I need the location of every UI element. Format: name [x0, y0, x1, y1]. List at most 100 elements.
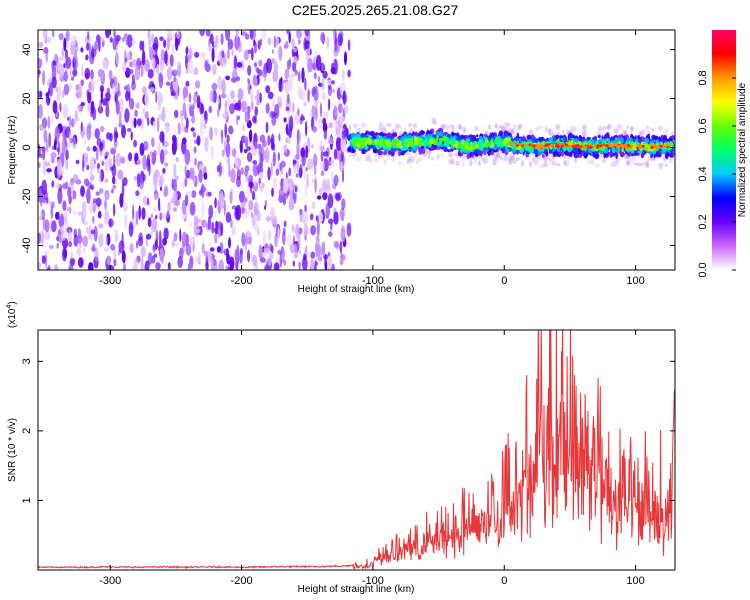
spectrogram-peak-cell	[582, 145, 586, 149]
spectrogram-noise-cell	[109, 38, 113, 43]
spectrogram-signal-cell	[372, 148, 379, 154]
spectrogram-noise-cell	[317, 75, 321, 84]
spectrogram-noise-cell	[320, 150, 324, 162]
spectrogram-noise-cell	[141, 255, 144, 270]
spectrogram-noise-cell	[198, 218, 202, 224]
spectrogram-noise-cell	[177, 256, 183, 268]
spectrogram-noise-cell	[164, 184, 168, 195]
spectrogram-noise-cell	[253, 62, 257, 67]
spectrogram-signal-cell	[509, 155, 515, 161]
spectrogram-peak-cell	[621, 146, 625, 149]
spectrogram-signal-cell	[503, 130, 509, 136]
spectrogram-noise-cell	[72, 174, 79, 184]
spectrogram-noise-cell	[42, 145, 46, 161]
spectrogram-noise-cell	[231, 148, 237, 158]
spectrogram-noise-cell	[48, 244, 55, 249]
spectrogram-noise-cell	[267, 257, 272, 266]
spectrogram-noise-cell	[201, 219, 207, 228]
spectrogram-noise-cell	[169, 32, 175, 38]
spectrogram-noise-cell	[267, 166, 271, 181]
spectrogram-noise-cell	[214, 233, 218, 244]
spectrogram-signal-cell	[447, 158, 452, 162]
colorbar-tick-label: 0.6	[697, 118, 709, 133]
spectrogram-peak-cell	[509, 142, 513, 145]
spectrogram-noise-cell	[90, 100, 95, 115]
spectrogram-noise-cell	[226, 48, 230, 60]
spectrogram-noise-cell	[48, 82, 54, 97]
spectrogram-noise-cell	[175, 175, 179, 181]
spectrogram-noise-cell	[160, 59, 164, 75]
colorbar-tick-label: 0.8	[697, 70, 709, 85]
spectrogram-noise-cell	[80, 185, 85, 197]
spectrogram-noise-cell	[95, 191, 100, 196]
spectrogram-peak-cell	[550, 143, 554, 147]
spectrogram-noise-cell	[304, 184, 307, 198]
spectrogram-noise-cell	[346, 222, 352, 237]
spectrogram-noise-cell	[270, 142, 276, 151]
spectrogram-noise-cell	[181, 241, 185, 254]
spectrogram-noise-cell	[114, 228, 119, 244]
spectrogram-noise-cell	[90, 229, 95, 235]
spectrogram-noise-cell	[113, 30, 116, 38]
spectrogram-peak-cell	[565, 143, 569, 147]
spectrogram-noise-cell	[273, 262, 280, 270]
spectrogram-noise-cell	[141, 207, 146, 220]
spectrogram-peak-cell	[589, 145, 593, 149]
spectrogram-noise-cell	[144, 260, 150, 270]
spectrogram-noise-cell	[143, 140, 149, 151]
spectrogram-signal-cell	[563, 136, 568, 143]
spectrogram-noise-cell	[63, 71, 68, 82]
spectrogram-noise-cell	[87, 91, 92, 104]
spectrogram-noise-cell	[86, 42, 90, 51]
spectrogram-noise-cell	[337, 103, 343, 114]
spectrogram-signal-cell	[548, 148, 554, 154]
spectrogram-signal-cell	[434, 138, 438, 146]
spectrogram-noise-cell	[313, 72, 317, 80]
spectrogram-noise-cell	[277, 227, 280, 242]
spectrogram-signal-cell	[594, 136, 597, 142]
spectrogram-signal-cell	[512, 134, 516, 138]
spectrogram-noise-cell	[254, 196, 258, 201]
spectrogram-noise-cell	[254, 77, 258, 87]
spectrogram-noise-cell	[339, 162, 345, 173]
spectrogram-signal-cell	[438, 137, 443, 144]
spectrogram-signal-cell	[637, 150, 643, 154]
spectrogram-noise-cell	[164, 162, 169, 167]
spectrogram-noise-cell	[99, 149, 102, 158]
spectrogram-noise-cell	[220, 129, 224, 145]
spectrogram-noise-cell	[332, 88, 335, 94]
spectrogram-signal-cell	[613, 128, 619, 135]
spectrogram-noise-cell	[40, 198, 43, 207]
spectrogram-noise-cell	[246, 146, 251, 151]
spectrogram-signal-cell	[428, 139, 434, 144]
spectrogram-noise-cell	[200, 122, 203, 138]
spectrogram-noise-cell	[225, 264, 228, 270]
spectrogram-noise-cell	[285, 106, 290, 111]
spectrogram-noise-cell	[228, 237, 231, 249]
spectrogram-noise-cell	[65, 56, 72, 69]
spectrogram-noise-cell	[200, 183, 205, 199]
snr-panel: -300 -200 -100 0 100 1 2 3 Height of straight …	[6, 301, 676, 595]
spectrogram-noise-cell	[283, 117, 287, 123]
spectrogram-noise-cell	[189, 167, 195, 180]
spectrogram-noise-cell	[109, 218, 112, 228]
spectrogram-noise-cell	[38, 262, 41, 270]
spectrogram-noise-cell	[173, 69, 180, 75]
spectrogram-noise-cell	[310, 251, 316, 259]
spectrogram-noise-cell	[159, 131, 165, 143]
spectrogram-signal-cell	[360, 122, 364, 129]
spectrogram-signal-cell	[438, 131, 444, 137]
spectrogram-noise-cell	[41, 255, 46, 264]
spectrogram-noise-cell	[139, 40, 143, 51]
spectrogram-noise-cell	[252, 162, 259, 177]
spectrogram-noise-cell	[153, 253, 158, 258]
spectrogram-x-axis-label: Height of straight line (km)	[298, 284, 415, 295]
spectrogram-noise-cell	[259, 38, 263, 46]
spectrogram-noise-cell	[269, 243, 273, 252]
spectrogram-peak-cell	[596, 144, 600, 148]
spectrogram-noise-cell	[208, 204, 214, 219]
spectrogram-signal-cell	[555, 163, 561, 167]
spectrogram-signal-cell	[648, 156, 651, 161]
spectrogram-noise-cell	[38, 90, 43, 98]
spectrogram-signal-cell	[469, 138, 474, 144]
